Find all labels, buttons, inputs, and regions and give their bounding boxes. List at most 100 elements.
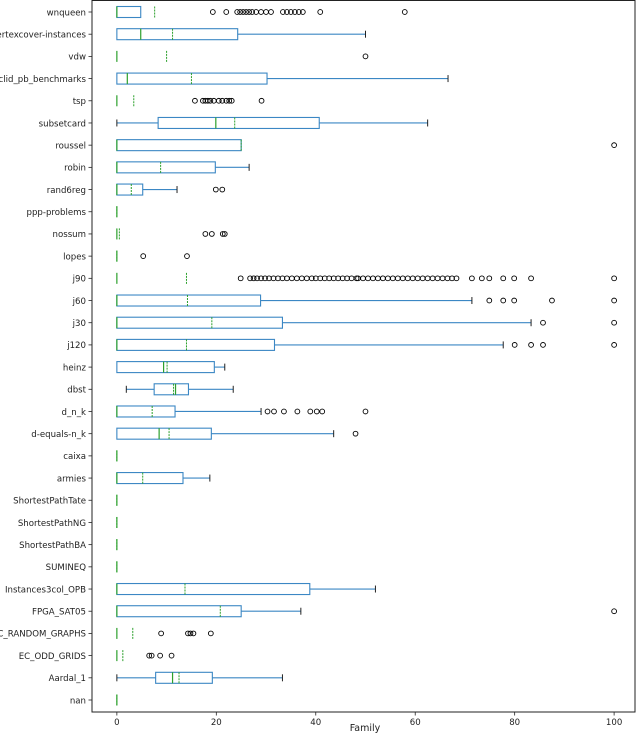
y-tick-label: EC_RANDOM_GRAPHS — [0, 630, 86, 640]
outlier-point — [319, 408, 326, 415]
outlier-point — [294, 275, 300, 282]
outlier-point — [404, 275, 411, 282]
x-tick-label: 0 — [114, 718, 119, 728]
x-tick-label: 100 — [606, 718, 622, 728]
y-tick-label: tsp — [73, 97, 86, 107]
x-tick-label: 40 — [310, 718, 321, 728]
y-tick-label: j90 — [72, 275, 86, 285]
outlier-point — [262, 275, 268, 282]
box-iqr — [155, 671, 213, 684]
outlier-point — [394, 275, 401, 282]
x-axis-label: Family — [350, 723, 381, 734]
outlier-point — [308, 275, 315, 282]
y-tick-label: robin — [64, 164, 86, 174]
outlier-point — [611, 297, 617, 304]
outlier-point — [212, 186, 219, 193]
box-robin — [116, 161, 250, 174]
outlier-point — [528, 275, 534, 282]
outlier-point — [210, 97, 217, 104]
y-tick-label: Instances3col_OPB — [5, 585, 86, 595]
y-tick-label: dbst — [67, 386, 86, 396]
outlier-point — [263, 9, 269, 15]
y-tick-label: EC_ODD_GRIDS — [19, 652, 86, 662]
outlier-point — [258, 275, 264, 282]
outlier-point — [254, 275, 260, 282]
outlier-point — [219, 231, 226, 237]
outlier-point — [223, 9, 230, 15]
y-tick-label: roussel — [55, 141, 86, 151]
x-tick-label: 20 — [211, 718, 222, 728]
outlier-point — [500, 297, 507, 304]
y-axis: wnqueen vertexcover-instances vdw uclid_pb_… — [0, 8, 92, 706]
outlier-point — [500, 275, 507, 282]
outlier-point — [375, 275, 381, 282]
outlier-point — [389, 275, 396, 282]
outlier-point — [207, 630, 214, 637]
y-tick-label: Aardal_1 — [49, 674, 86, 684]
box-Instances3col_OPB — [116, 582, 376, 596]
outlier-point — [264, 408, 271, 415]
outlier-point — [146, 652, 153, 659]
y-tick-label: j60 — [72, 297, 86, 307]
outlier-point — [240, 9, 247, 15]
box-armies — [116, 472, 211, 485]
outlier-point — [249, 9, 255, 15]
outlier-point — [219, 97, 226, 104]
outlier-point — [313, 408, 320, 415]
outlier-point — [299, 9, 306, 15]
x-axis: 0 20 40 60 80 100 — [114, 712, 622, 728]
outlier-point — [243, 9, 249, 15]
outlier-point — [158, 630, 164, 637]
outlier-point — [284, 9, 290, 15]
box-d_n_k — [116, 405, 369, 418]
outlier-point — [439, 275, 446, 282]
outlier-point — [250, 275, 257, 282]
outlier-point — [247, 275, 253, 282]
y-tick-label: nan — [70, 696, 86, 706]
outlier-point — [317, 9, 324, 15]
y-tick-label: nossum — [53, 230, 86, 240]
outlier-point — [352, 430, 359, 437]
outlier-point — [380, 275, 386, 282]
y-tick-label: vdw — [68, 53, 86, 63]
outlier-point — [288, 9, 294, 15]
outlier-point — [271, 408, 277, 415]
box-d-equals-n_k — [116, 427, 359, 440]
outlier-point — [360, 275, 366, 282]
outlier-point — [611, 319, 617, 326]
box-j30 — [116, 316, 617, 329]
outlier-point — [486, 275, 493, 282]
box-rand6reg — [116, 183, 226, 196]
box-dbst — [125, 383, 234, 396]
y-tick-label: ppp-problems — [26, 208, 86, 218]
y-tick-label: lopes — [63, 252, 86, 262]
box-wnqueen — [116, 5, 408, 19]
outlier-point — [292, 9, 298, 15]
box-heinz — [116, 361, 226, 374]
y-tick-label: FPGA_SAT05 — [32, 608, 86, 618]
outlier-point — [157, 652, 163, 659]
outlier-point — [281, 408, 287, 415]
y-tick-label: vertexcover-instances — [0, 30, 87, 40]
outlier-point — [221, 231, 228, 237]
box-iqr — [116, 405, 176, 418]
box-j90 — [116, 272, 617, 284]
box-iqr — [116, 605, 242, 618]
box-iqr — [116, 183, 144, 196]
outlier-point — [424, 275, 431, 282]
outlier-point — [511, 342, 518, 348]
outlier-point — [399, 275, 406, 282]
outlier-point — [419, 275, 426, 282]
y-tick-label: wnqueen — [47, 8, 86, 18]
outlier-point — [478, 275, 485, 282]
outlier-point — [205, 97, 211, 104]
box-nossum — [116, 228, 228, 240]
outlier-point — [192, 97, 198, 104]
outlier-point — [401, 9, 408, 15]
outlier-point — [296, 9, 302, 15]
box-j120 — [116, 338, 617, 351]
box-vdw — [116, 50, 369, 62]
box-iqr — [116, 294, 262, 307]
y-tick-label: d-equals-n_k — [31, 430, 86, 440]
